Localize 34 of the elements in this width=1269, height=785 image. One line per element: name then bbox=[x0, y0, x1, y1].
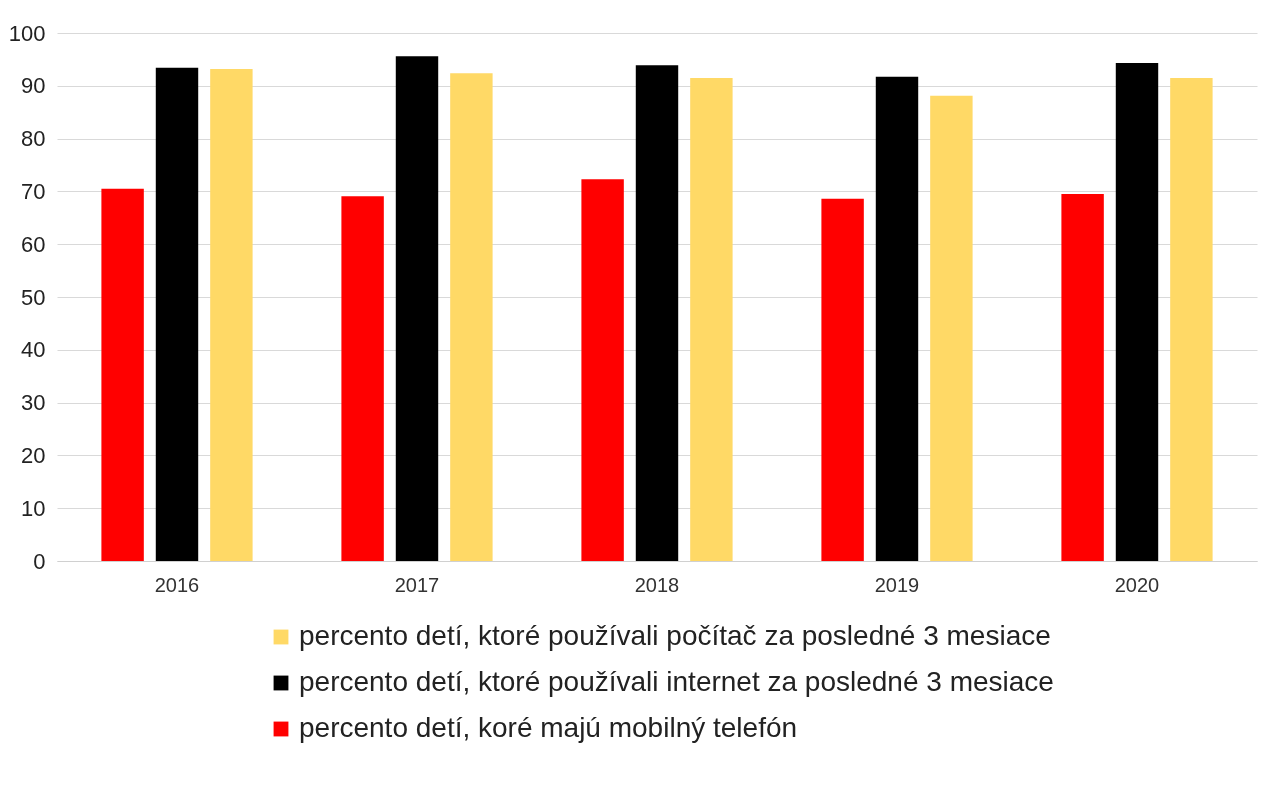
x-tick-label: 2018 bbox=[634, 573, 680, 596]
bar bbox=[690, 77, 733, 561]
x-tick-label: 2016 bbox=[154, 573, 200, 596]
y-tick-label: 40 bbox=[21, 337, 46, 363]
legend-label: percento detí, ktoré používali internet za posledné 3 mesiace bbox=[299, 666, 1054, 697]
bar bbox=[1061, 194, 1104, 561]
bar bbox=[341, 196, 384, 561]
x-tick-label: 2019 bbox=[874, 573, 920, 596]
y-tick-label: 30 bbox=[21, 390, 46, 416]
y-tick-label: 100 bbox=[8, 20, 46, 46]
y-tick-label: 10 bbox=[21, 495, 46, 521]
y-tick-label: 50 bbox=[21, 284, 46, 310]
y-tick-label: 0 bbox=[33, 548, 46, 574]
y-tick-label: 60 bbox=[21, 231, 46, 257]
y-tick-label: 80 bbox=[21, 126, 46, 152]
bar bbox=[155, 67, 199, 561]
bar bbox=[635, 65, 679, 561]
bar bbox=[1115, 63, 1159, 561]
bar bbox=[395, 56, 439, 561]
bar bbox=[101, 188, 144, 561]
legend-label: percento detí, koré majú mobilný telefón bbox=[299, 712, 798, 743]
x-tick-label: 2020 bbox=[1114, 573, 1160, 596]
legend-label: percento detí, ktoré používali počítač za posledné 3 mesiace bbox=[299, 620, 1051, 651]
bar bbox=[930, 95, 973, 561]
y-tick-label: 20 bbox=[21, 442, 46, 468]
bar bbox=[875, 76, 919, 561]
bar bbox=[581, 179, 624, 561]
y-tick-label: 70 bbox=[21, 178, 46, 204]
x-tick-label: 2017 bbox=[394, 573, 440, 596]
bar bbox=[821, 198, 864, 561]
y-tick-label: 90 bbox=[21, 73, 46, 99]
bar bbox=[1170, 77, 1213, 561]
bar bbox=[450, 73, 493, 561]
bar bbox=[210, 68, 253, 561]
